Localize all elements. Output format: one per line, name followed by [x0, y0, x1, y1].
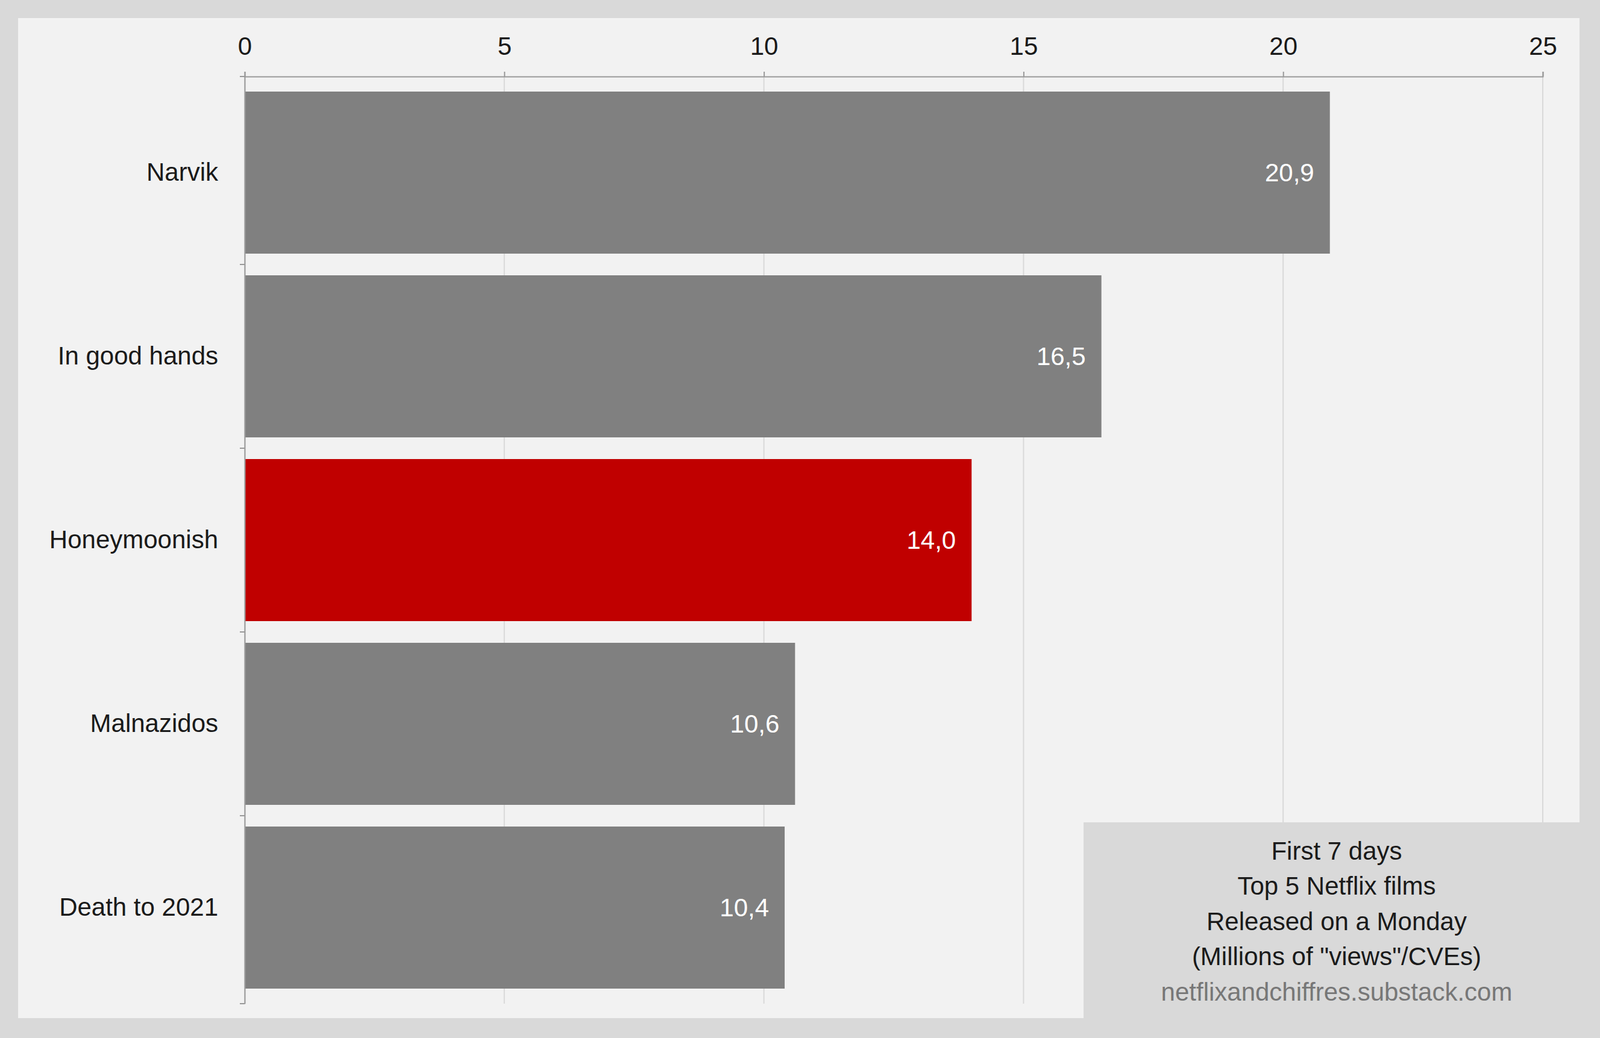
grid-line [244, 76, 246, 1004]
x-tick: 0 [238, 31, 252, 77]
x-tick-label: 25 [1528, 31, 1558, 61]
x-tick-label: 15 [1010, 31, 1039, 61]
x-tick-mark [503, 71, 506, 77]
data-label: 14,0 [906, 526, 956, 555]
y-tick: Honeymoonish [49, 525, 245, 554]
panel [18, 18, 1580, 1019]
separator-tick [239, 631, 245, 633]
x-tick-mark [763, 71, 765, 77]
info-box: First 7 days Top 5 Netflix films Released … [1083, 822, 1580, 1019]
x-tick: 15 [1010, 31, 1039, 77]
bar [244, 826, 785, 989]
y-axis: Narvik In good hands Honeymoonish Malnazido… [49, 76, 246, 1005]
separators [239, 76, 245, 1004]
y-tick: Narvik [146, 157, 245, 187]
separator-tick [239, 1003, 245, 1005]
data-label: 16,5 [1036, 342, 1086, 371]
y-tick: Malnazidos [90, 709, 245, 738]
category-label: Narvik [146, 157, 219, 187]
y-axis-line [244, 77, 246, 1005]
separator-tick [239, 815, 245, 817]
bar [244, 459, 972, 622]
x-tick-mark [1283, 71, 1285, 77]
data-label: 10,6 [730, 709, 780, 739]
annotation: Top 5 Netflix films [1237, 872, 1436, 901]
x-tick: 5 [497, 31, 512, 77]
category-label: Death to 2021 [59, 893, 219, 922]
source: netflixandchiffres.substack.com [1161, 978, 1513, 1007]
category-label: Malnazidos [90, 709, 219, 738]
x-tick-mark [1542, 71, 1544, 77]
x-tick-label: 5 [497, 31, 512, 61]
x-tick-mark [1023, 71, 1025, 77]
category-label: In good hands [57, 341, 219, 371]
grid [244, 76, 1543, 1004]
annotation: (Millions of "views"/CVEs) [1192, 942, 1482, 971]
data-labels: 20,9 16,5 14,0 10,6 10,4 [719, 158, 1314, 923]
title: First 7 days [1270, 837, 1402, 866]
x-tick-label: 20 [1269, 31, 1298, 61]
data-label: 20,9 [1264, 158, 1315, 187]
x-tick: 25 [1528, 31, 1558, 77]
x-axis: 0 5 10 15 20 25 [238, 31, 1558, 78]
category-label: Honeymoonish [49, 525, 219, 554]
info-box-bg [1083, 822, 1580, 1019]
background [0, 0, 1600, 1038]
y-tick: In good hands [57, 341, 245, 371]
bar [244, 643, 795, 806]
x-tick-label: 10 [750, 31, 779, 61]
chart: 0 5 10 15 20 25 Narvik In good hands Honeymoonis… [0, 0, 1600, 1038]
bar [244, 91, 1331, 254]
annotation: Released on a Monday [1206, 907, 1467, 936]
x-axis-line [245, 71, 1544, 78]
separator-tick [239, 263, 245, 266]
y-tick: Death to 2021 [59, 893, 245, 922]
data-label: 10,4 [719, 893, 769, 923]
x-tick: 10 [750, 31, 779, 77]
bar [244, 275, 1102, 438]
x-tick-mark [244, 71, 246, 77]
separator-tick [239, 447, 245, 449]
separator-tick [239, 75, 245, 78]
x-tick: 20 [1269, 31, 1298, 77]
x-tick-label: 0 [238, 31, 252, 61]
